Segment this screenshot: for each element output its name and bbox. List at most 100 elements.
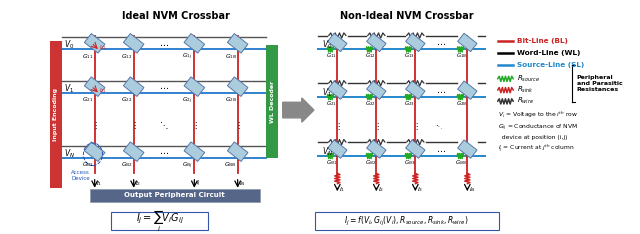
Text: $\vdots$: $\vdots$ <box>234 120 241 131</box>
FancyBboxPatch shape <box>111 212 208 230</box>
Text: Ideal NVM Crossbar: Ideal NVM Crossbar <box>122 11 230 21</box>
Text: $\vdots$: $\vdots$ <box>92 120 98 131</box>
Polygon shape <box>184 33 205 53</box>
Text: $G_{12}$: $G_{12}$ <box>365 51 376 60</box>
Text: Peripheral
and Parasitic
Resistances: Peripheral and Parasitic Resistances <box>577 75 622 92</box>
Text: Access
Device: Access Device <box>72 170 90 181</box>
Text: $I_2$: $I_2$ <box>378 185 384 194</box>
Text: $\cdots$: $\cdots$ <box>436 38 446 47</box>
Polygon shape <box>458 81 477 99</box>
Text: WL Decoder: WL Decoder <box>270 80 275 123</box>
Text: $I_{11}$: $I_{11}$ <box>99 43 107 52</box>
Text: $G_{2j}$: $G_{2j}$ <box>182 95 193 106</box>
Text: $I_1$: $I_1$ <box>339 185 346 194</box>
Polygon shape <box>328 140 347 158</box>
Text: $G_{1N}$: $G_{1N}$ <box>456 51 467 60</box>
Text: $G_{N1}$: $G_{N1}$ <box>82 160 93 169</box>
Text: $V_i$ = Voltage to the $i^{th}$ row
$G_{ij}$ = Conductance of NVM
  device at po: $V_i$ = Voltage to the $i^{th}$ row $G_{… <box>498 110 578 154</box>
Text: $I_N$: $I_N$ <box>469 185 476 194</box>
Text: $G_{22}$: $G_{22}$ <box>121 95 132 104</box>
Text: $\vdots$: $\vdots$ <box>373 121 380 132</box>
FancyBboxPatch shape <box>90 189 260 201</box>
Text: $I_1$: $I_1$ <box>97 179 102 188</box>
Text: $\cdots$: $\cdots$ <box>159 147 169 156</box>
Text: $I_j = f(V_i, G_{ij}(V_i), R_{source}, R_{sink}, R_{wire})$: $I_j = f(V_i, G_{ij}(V_i), R_{source}, R… <box>344 214 469 227</box>
Text: $G_{1N}$: $G_{1N}$ <box>225 52 237 61</box>
Text: $G_{12}$: $G_{12}$ <box>121 52 132 61</box>
Text: $I_2$: $I_2$ <box>136 179 141 188</box>
Polygon shape <box>458 33 477 52</box>
Polygon shape <box>124 142 144 161</box>
Polygon shape <box>406 81 425 99</box>
Polygon shape <box>328 33 347 52</box>
Text: $I_j$: $I_j$ <box>196 179 201 189</box>
Text: $I_{21}$: $I_{21}$ <box>99 87 107 95</box>
Text: $G_{N3}$: $G_{N3}$ <box>404 158 415 167</box>
Text: $G_{NN}$: $G_{NN}$ <box>455 158 467 167</box>
Text: $G_{N2}$: $G_{N2}$ <box>365 158 376 167</box>
Text: $G_{11}$: $G_{11}$ <box>326 51 337 60</box>
Polygon shape <box>84 142 105 161</box>
Text: $I_N$: $I_N$ <box>239 179 246 188</box>
Text: $\vdots$: $\vdots$ <box>131 120 137 131</box>
Polygon shape <box>406 33 425 52</box>
Text: $\ddots$: $\ddots$ <box>159 120 169 131</box>
Text: $\cdot_{\cdot_\cdot}$: $\cdot_{\cdot_\cdot}$ <box>435 122 444 131</box>
Text: $G_{11}$: $G_{11}$ <box>82 52 93 61</box>
FancyArrow shape <box>283 98 314 122</box>
Text: Word-Line (WL): Word-Line (WL) <box>516 50 580 56</box>
Text: $G_{23}$: $G_{23}$ <box>404 99 415 108</box>
Text: $G_{Nj}$: $G_{Nj}$ <box>182 160 193 171</box>
Polygon shape <box>227 33 248 53</box>
Polygon shape <box>367 33 386 52</box>
Text: $\cdots$: $\cdots$ <box>436 145 446 154</box>
Polygon shape <box>184 142 205 161</box>
Text: $\vdots$: $\vdots$ <box>412 121 419 132</box>
Polygon shape <box>184 77 205 96</box>
Text: $V_1$: $V_1$ <box>65 82 74 95</box>
Text: Input Encoding: Input Encoding <box>53 88 58 141</box>
Polygon shape <box>84 77 105 96</box>
Text: $G_{21}$: $G_{21}$ <box>82 95 93 104</box>
Text: Bit-Line (BL): Bit-Line (BL) <box>516 38 568 44</box>
Text: $V_N$: $V_N$ <box>322 145 333 158</box>
FancyBboxPatch shape <box>50 41 61 188</box>
Text: $\cdots$: $\cdots$ <box>436 86 446 95</box>
Text: $G_{22}$: $G_{22}$ <box>365 99 376 108</box>
Text: $V_0$: $V_0$ <box>65 39 75 51</box>
Polygon shape <box>227 142 248 161</box>
Polygon shape <box>124 33 144 53</box>
Polygon shape <box>367 140 386 158</box>
Text: $V_0$: $V_0$ <box>322 39 332 51</box>
Text: $G_{N1}$: $G_{N1}$ <box>326 158 337 167</box>
Text: $G_{2N}$: $G_{2N}$ <box>456 99 467 108</box>
Polygon shape <box>458 140 477 158</box>
Polygon shape <box>84 33 105 53</box>
Polygon shape <box>124 77 144 96</box>
Text: $R_{wire}$: $R_{wire}$ <box>516 96 534 106</box>
FancyBboxPatch shape <box>266 45 278 158</box>
Polygon shape <box>328 81 347 99</box>
Polygon shape <box>227 77 248 96</box>
Text: Non-Ideal NVM Crossbar: Non-Ideal NVM Crossbar <box>340 11 474 21</box>
Text: $G_{13}$: $G_{13}$ <box>404 51 415 60</box>
Polygon shape <box>367 81 386 99</box>
FancyBboxPatch shape <box>315 212 499 230</box>
Text: $\cdots$: $\cdots$ <box>159 39 169 48</box>
Text: Output Peripheral Circuit: Output Peripheral Circuit <box>124 192 225 198</box>
Text: $G_{NN}$: $G_{NN}$ <box>225 160 237 169</box>
Text: $G_{21}$: $G_{21}$ <box>326 99 337 108</box>
Text: $\vdots$: $\vdots$ <box>334 121 340 132</box>
Text: $\cdots$: $\cdots$ <box>159 82 169 91</box>
Text: $V_N$: $V_N$ <box>65 147 76 160</box>
Text: $G_{2N}$: $G_{2N}$ <box>225 95 237 104</box>
Text: $G_{1j}$: $G_{1j}$ <box>182 52 193 62</box>
Text: $I_j = \sum_i V_i G_{ij}$: $I_j = \sum_i V_i G_{ij}$ <box>136 208 184 234</box>
Text: $R_{source}$: $R_{source}$ <box>516 74 540 84</box>
Text: $G_{N2}$: $G_{N2}$ <box>121 160 132 169</box>
Text: Source-Line (SL): Source-Line (SL) <box>516 62 584 68</box>
Polygon shape <box>406 140 425 158</box>
Text: $V_1$: $V_1$ <box>322 87 332 99</box>
Text: $R_{sink}$: $R_{sink}$ <box>516 85 534 95</box>
Text: $\vdots$: $\vdots$ <box>191 120 198 131</box>
